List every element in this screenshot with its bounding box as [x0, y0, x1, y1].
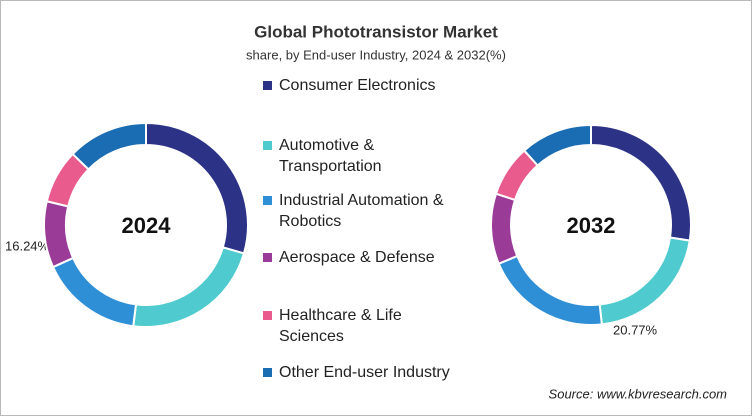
legend-item: Industrial Automation & Robotics: [263, 190, 463, 232]
donut-segment: [522, 123, 592, 167]
chart-title: Global Phototransistor Market: [254, 22, 498, 41]
legend-label: Industrial Automation & Robotics: [279, 192, 444, 230]
legend-swatch: [263, 253, 272, 262]
donut-segment: [43, 200, 75, 269]
donut-segment: [71, 121, 147, 171]
donut-center-label: 2024: [122, 213, 172, 238]
data-label: 20.77%: [613, 322, 658, 337]
legend-swatch: [263, 81, 272, 90]
source: Source: www.kbvresearch.com: [549, 386, 728, 401]
legend-label: Consumer Electronics: [279, 77, 436, 94]
legend-item: Aerospace & Defense: [263, 247, 463, 268]
donut-segment: [497, 254, 603, 326]
donut-segment: [490, 192, 519, 266]
legend-swatch: [263, 196, 272, 205]
legend-label: Healthcare & Life Sciences: [279, 307, 402, 345]
chart-subtitle: share, by End-user Industry, 2024 & 2032…: [246, 47, 506, 62]
legend-label: Automotive & Transportation: [279, 137, 382, 175]
data-label: 16.24%: [5, 238, 50, 253]
legend-item: Automotive & Transportation: [263, 135, 463, 177]
legend-label: Aerospace & Defense: [279, 249, 435, 266]
donut-center-label: 2032: [567, 213, 616, 238]
legend-swatch: [263, 368, 272, 377]
donut-segment: [132, 246, 246, 328]
legend-item: Other End-user Industry: [263, 362, 463, 383]
legend-swatch: [263, 311, 272, 320]
legend-item: Consumer Electronics: [263, 75, 463, 96]
legend-swatch: [263, 141, 272, 150]
donut-segment: [51, 256, 138, 328]
legend-item: Healthcare & Life Sciences: [263, 305, 463, 347]
donut-segment: [598, 236, 691, 326]
legend-label: Other End-user Industry: [279, 364, 450, 381]
